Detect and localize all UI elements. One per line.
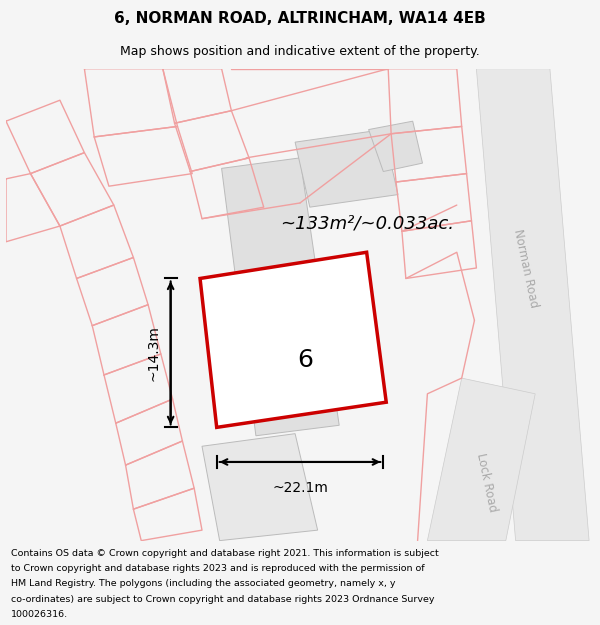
Polygon shape bbox=[427, 378, 535, 541]
Text: co-ordinates) are subject to Crown copyright and database rights 2023 Ordnance S: co-ordinates) are subject to Crown copyr… bbox=[11, 594, 434, 604]
Text: Norman Road: Norman Road bbox=[511, 228, 540, 309]
Text: HM Land Registry. The polygons (including the associated geometry, namely x, y: HM Land Registry. The polygons (includin… bbox=[11, 579, 395, 588]
Polygon shape bbox=[200, 253, 386, 428]
Text: Contains OS data © Crown copyright and database right 2021. This information is : Contains OS data © Crown copyright and d… bbox=[11, 549, 439, 558]
Text: to Crown copyright and database rights 2023 and is reproduced with the permissio: to Crown copyright and database rights 2… bbox=[11, 564, 424, 573]
Text: 100026316.: 100026316. bbox=[11, 610, 68, 619]
Text: Map shows position and indicative extent of the property.: Map shows position and indicative extent… bbox=[120, 44, 480, 58]
Polygon shape bbox=[221, 158, 339, 436]
Polygon shape bbox=[476, 69, 589, 541]
Polygon shape bbox=[202, 434, 317, 541]
Text: ~22.1m: ~22.1m bbox=[272, 481, 328, 495]
Polygon shape bbox=[368, 121, 422, 171]
Text: 6: 6 bbox=[297, 348, 313, 372]
Text: ~14.3m: ~14.3m bbox=[147, 325, 161, 381]
Text: ~133m²/~0.033ac.: ~133m²/~0.033ac. bbox=[280, 215, 454, 233]
Text: Lock Road: Lock Road bbox=[473, 452, 499, 514]
Text: 6, NORMAN ROAD, ALTRINCHAM, WA14 4EB: 6, NORMAN ROAD, ALTRINCHAM, WA14 4EB bbox=[114, 11, 486, 26]
Polygon shape bbox=[295, 129, 398, 207]
